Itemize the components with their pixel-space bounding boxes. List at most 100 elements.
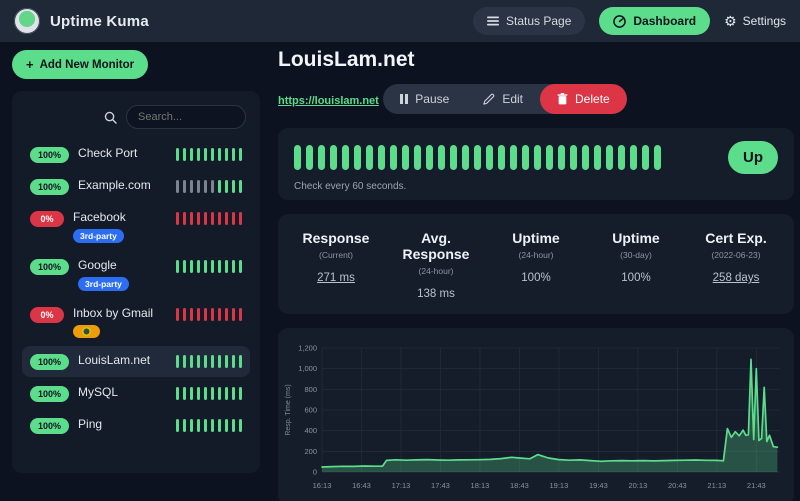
beat-up[interactable] <box>498 145 505 170</box>
monitor-row[interactable]: 0% Inbox by Gmail <box>22 299 250 345</box>
beat-up[interactable] <box>306 145 313 170</box>
beat-up[interactable] <box>462 145 469 170</box>
heartbeat-mini-bar <box>176 419 242 432</box>
topbar: Uptime Kuma Status Page Dashboard ⚙ Sett… <box>0 0 800 42</box>
search-input[interactable] <box>126 105 246 129</box>
beat-down <box>176 308 179 321</box>
beat-up <box>211 355 214 368</box>
stat-value[interactable]: 271 ms <box>317 272 355 284</box>
beat-up[interactable] <box>426 145 433 170</box>
heartbeat-mini-bar <box>176 308 242 321</box>
pause-button[interactable]: Pause <box>383 84 466 114</box>
beat-up <box>225 387 228 400</box>
monitor-row[interactable]: 100% Check Port <box>22 139 250 170</box>
beat-up[interactable] <box>510 145 517 170</box>
beat-up[interactable] <box>558 145 565 170</box>
beat-up[interactable] <box>438 145 445 170</box>
monitor-row[interactable]: 100% Google 3rd-party <box>22 251 250 298</box>
beat-up[interactable] <box>318 145 325 170</box>
stat-sub: (Current) <box>318 250 353 260</box>
uptime-kuma-logo-icon <box>14 8 40 34</box>
uptime-percent-badge: 100% <box>30 354 70 370</box>
stat-value: 100% <box>621 272 651 284</box>
beat-up[interactable] <box>534 145 541 170</box>
svg-text:19:43: 19:43 <box>589 481 608 490</box>
svg-text:800: 800 <box>304 385 317 394</box>
check-interval-text: Check every 60 seconds. <box>294 181 407 192</box>
beat-up[interactable] <box>390 145 397 170</box>
beat-up[interactable] <box>378 145 385 170</box>
dashboard-button[interactable]: Dashboard <box>599 7 711 35</box>
beat-down <box>197 308 200 321</box>
stat-avg-response: Avg. Response (24-hour) 138 ms <box>386 230 486 300</box>
monitor-row[interactable]: 100% Example.com <box>22 171 250 202</box>
beat-up[interactable] <box>294 145 301 170</box>
svg-text:1,000: 1,000 <box>298 364 317 373</box>
uptime-percent-badge: 100% <box>30 386 70 402</box>
pause-icon <box>400 94 409 104</box>
add-new-monitor-button[interactable]: + Add New Monitor <box>12 50 149 79</box>
beat-up <box>232 387 235 400</box>
uptime-percent-badge: 0% <box>30 211 64 227</box>
monitor-row[interactable]: 0% Facebook 3rd-party <box>22 203 250 250</box>
beat-up[interactable] <box>546 145 553 170</box>
beat-up[interactable] <box>330 145 337 170</box>
beat-down <box>183 308 186 321</box>
settings-button[interactable]: ⚙ Settings <box>724 14 786 28</box>
beat-up[interactable] <box>618 145 625 170</box>
beat-up[interactable] <box>450 145 457 170</box>
beat-down <box>183 212 186 225</box>
beat-up[interactable] <box>354 145 361 170</box>
beat-up[interactable] <box>486 145 493 170</box>
plus-icon: + <box>26 57 34 72</box>
beat-down <box>232 308 235 321</box>
beat-up[interactable] <box>342 145 349 170</box>
beat-up[interactable] <box>654 145 661 170</box>
stat-sub: (24-hour) <box>418 266 454 276</box>
beat-up <box>183 148 186 161</box>
beat-up <box>232 148 235 161</box>
beat-up <box>239 260 242 273</box>
monitor-row[interactable]: 100% LouisLam.net <box>22 346 250 377</box>
svg-text:Resp. Time (ms): Resp. Time (ms) <box>285 384 292 435</box>
stat-sub: (30-day) <box>620 250 652 260</box>
add-new-monitor-label: Add New Monitor <box>39 58 135 71</box>
monitor-row[interactable]: 100% MySQL <box>22 378 250 409</box>
beat-up <box>176 419 179 432</box>
beat-up[interactable] <box>582 145 589 170</box>
monitor-name: Google <box>78 258 117 272</box>
beat-up[interactable] <box>474 145 481 170</box>
stat-value[interactable]: 258 days <box>712 272 760 284</box>
stat-cert-exp: Cert Exp. (2022-06-23) 258 days <box>686 230 786 300</box>
beat-up[interactable] <box>594 145 601 170</box>
response-time-chart: 0 200 400 600 800 1,000 1,200 16:13 16:43 17:13 17… <box>285 344 780 490</box>
uptime-percent-badge: 100% <box>30 147 70 163</box>
beat-up[interactable] <box>606 145 613 170</box>
status-badge: Up <box>728 141 778 174</box>
delete-button[interactable]: Delete <box>540 84 627 114</box>
beat-up <box>239 387 242 400</box>
monitor-name: MySQL <box>78 385 119 399</box>
edit-button[interactable]: Edit <box>466 84 540 114</box>
beat-up[interactable] <box>642 145 649 170</box>
heartbeat-mini-bar <box>176 148 242 161</box>
monitor-url-link[interactable]: https://louislam.net <box>278 95 379 107</box>
beat-down <box>197 212 200 225</box>
svg-text:600: 600 <box>304 406 317 415</box>
beat-up <box>211 419 214 432</box>
monitor-row[interactable]: 100% Ping <box>22 410 250 441</box>
beat-up <box>176 355 179 368</box>
beat-up[interactable] <box>522 145 529 170</box>
beat-up[interactable] <box>402 145 409 170</box>
beat-up[interactable] <box>414 145 421 170</box>
beat-up[interactable] <box>630 145 637 170</box>
beat-up <box>218 355 221 368</box>
monitor-name: Ping <box>78 417 103 431</box>
status-page-button[interactable]: Status Page <box>473 7 586 35</box>
beat-up[interactable] <box>366 145 373 170</box>
beat-up <box>204 260 207 273</box>
beat-up <box>239 419 242 432</box>
tag-badge: 3rd-party <box>73 229 124 243</box>
beat-up[interactable] <box>570 145 577 170</box>
search-icon[interactable] <box>104 111 117 124</box>
